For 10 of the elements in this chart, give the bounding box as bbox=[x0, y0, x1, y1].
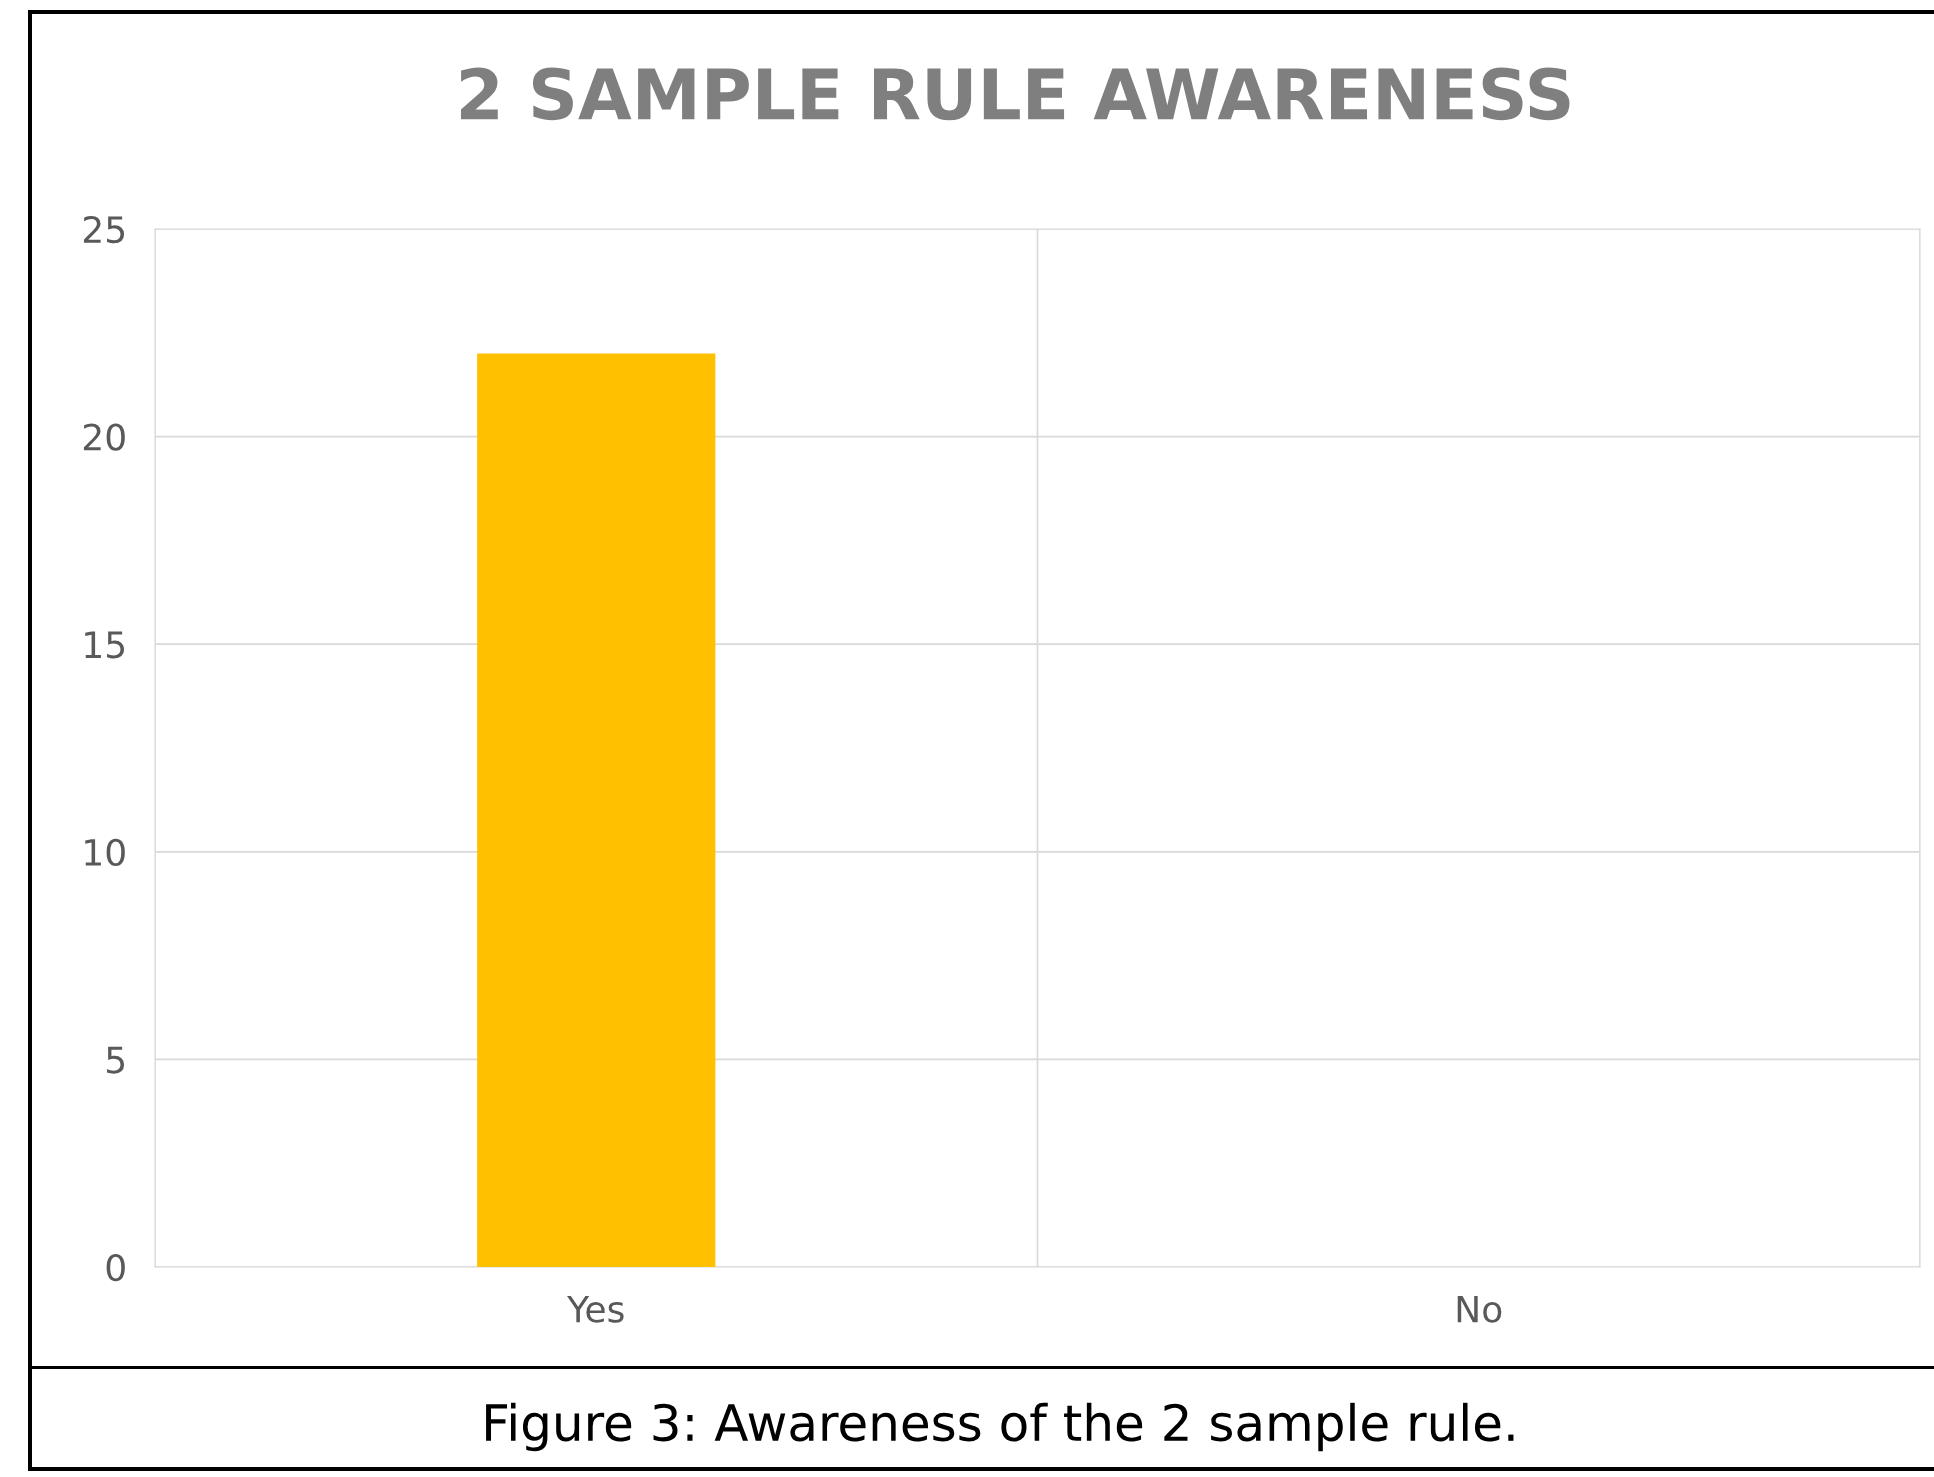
y-tick-label: 0 bbox=[106, 1253, 125, 1282]
y-tick-label: 5 bbox=[107, 1046, 125, 1074]
x-tick-label: No bbox=[1457, 1295, 1502, 1323]
y-tick-label: 10 bbox=[85, 838, 125, 867]
y-tick-label: 20 bbox=[83, 423, 125, 451]
caption: Figure 3: Awareness of the 2 sample rule. bbox=[486, 1402, 1514, 1452]
x-tick-label: Yes bbox=[567, 1295, 624, 1323]
y-tick-label: 25 bbox=[83, 215, 125, 244]
chart-title: 2 SAMPLE RULE AWARENESS bbox=[460, 67, 1570, 121]
y-tick-label: 15 bbox=[85, 631, 125, 659]
